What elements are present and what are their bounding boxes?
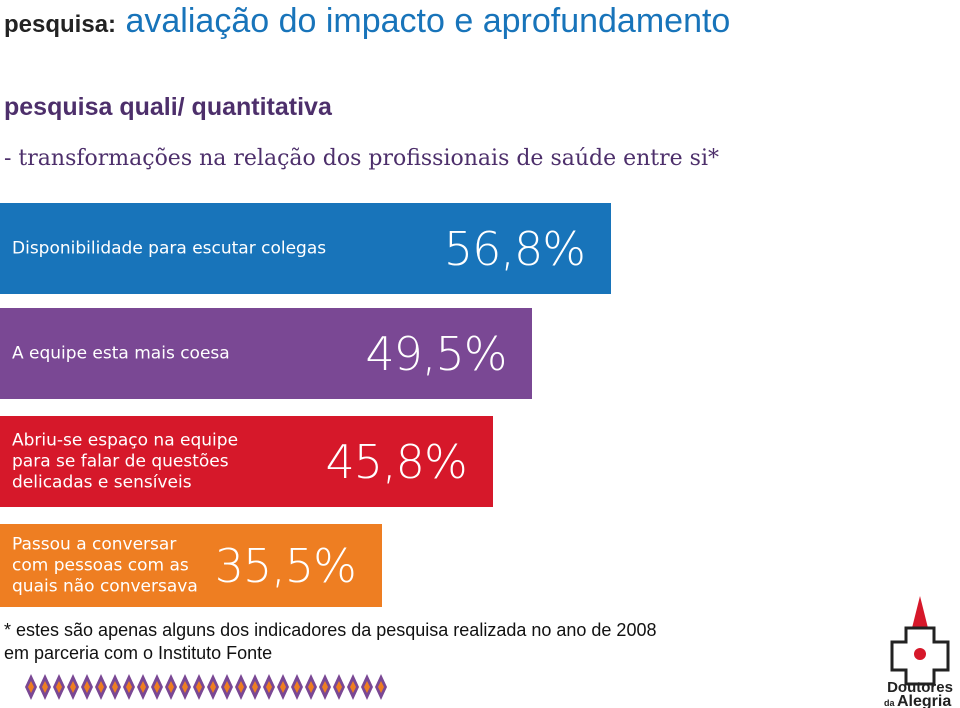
category-label: A equipe esta mais coesa [12, 343, 230, 363]
footnote: em parceria com o Instituto Fonte [4, 643, 273, 663]
logo: Doutores da Alegria [884, 596, 953, 708]
logo-text: Alegria [897, 693, 951, 708]
category-label: Abriu-se espaço na equipe para se falar … [12, 430, 239, 492]
bar: Abriu-se espaço na equipe para se falar … [0, 416, 493, 507]
value-label: 49,5% [365, 326, 507, 381]
category-label: Passou a conversar com pessoas com as qu… [12, 534, 198, 596]
category-label: Disponibilidade para escutar colegas [12, 238, 327, 258]
bar: Passou a conversar com pessoas com as qu… [0, 524, 382, 607]
logo-text: Doutores [887, 679, 953, 696]
decor-strip [24, 672, 388, 702]
title-prefix: pesquisa: [4, 11, 117, 38]
title: pesquisa: avaliação do impacto e aprofun… [4, 2, 730, 41]
bar: Disponibilidade para escutar colegas 56,8… [0, 203, 611, 294]
heading: - transformações na relação dos profissi… [4, 146, 719, 171]
bar: A equipe esta mais coesa 49,5% [0, 308, 533, 399]
value-label: 56,8% [443, 221, 586, 276]
subtitle: pesquisa quali/ quantitativa [4, 93, 332, 121]
value-label: 35,5% [214, 538, 357, 593]
title-text: avaliação do impacto e aprofundamento [125, 2, 731, 40]
value-label: 45,8% [325, 434, 468, 489]
footnote: * estes são apenas alguns dos indicadore… [4, 620, 657, 640]
logo-text: da [884, 698, 895, 708]
